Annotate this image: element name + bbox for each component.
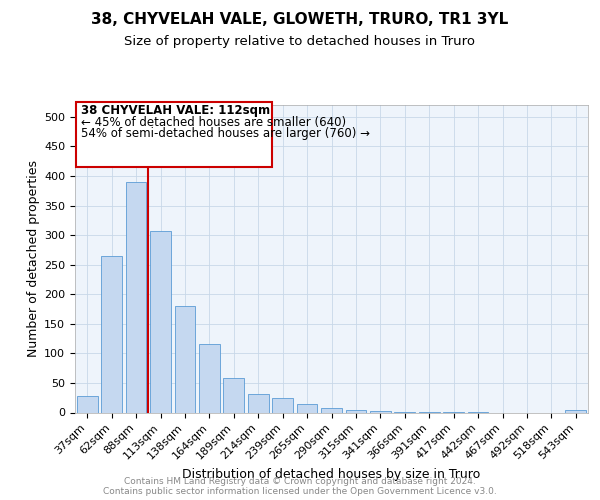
Bar <box>565 410 586 412</box>
Bar <box>346 410 367 412</box>
Bar <box>199 344 220 412</box>
Bar <box>248 394 269 412</box>
Bar <box>77 396 98 412</box>
Text: 38, CHYVELAH VALE, GLOWETH, TRURO, TR1 3YL: 38, CHYVELAH VALE, GLOWETH, TRURO, TR1 3… <box>91 12 509 28</box>
Text: ← 45% of detached houses are smaller (640): ← 45% of detached houses are smaller (64… <box>81 116 346 129</box>
Text: Size of property relative to detached houses in Truro: Size of property relative to detached ho… <box>125 35 476 48</box>
Text: 54% of semi-detached houses are larger (760) →: 54% of semi-detached houses are larger (… <box>81 128 370 140</box>
Bar <box>321 408 342 412</box>
Text: Contains HM Land Registry data © Crown copyright and database right 2024.
Contai: Contains HM Land Registry data © Crown c… <box>103 476 497 496</box>
Text: 38 CHYVELAH VALE: 112sqm: 38 CHYVELAH VALE: 112sqm <box>81 104 270 118</box>
FancyBboxPatch shape <box>76 102 272 167</box>
Bar <box>125 182 146 412</box>
Y-axis label: Number of detached properties: Number of detached properties <box>27 160 40 357</box>
Bar <box>150 231 171 412</box>
Bar <box>101 256 122 412</box>
X-axis label: Distribution of detached houses by size in Truro: Distribution of detached houses by size … <box>182 468 481 481</box>
Bar <box>175 306 196 412</box>
Bar <box>223 378 244 412</box>
Bar <box>296 404 317 412</box>
Bar <box>272 398 293 412</box>
